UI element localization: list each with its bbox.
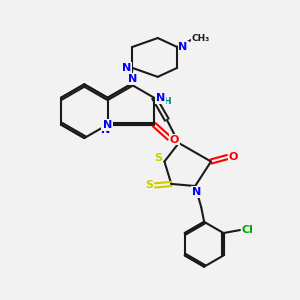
- Text: N: N: [156, 93, 165, 103]
- Text: S: S: [154, 153, 162, 163]
- Text: N: N: [101, 125, 111, 135]
- Text: N: N: [192, 187, 201, 197]
- Text: Cl: Cl: [242, 225, 254, 235]
- Text: H: H: [163, 97, 171, 106]
- Text: S: S: [145, 180, 153, 190]
- Text: O: O: [170, 134, 179, 145]
- Text: N: N: [103, 120, 112, 130]
- Text: N: N: [178, 42, 188, 52]
- Text: N: N: [128, 74, 137, 84]
- Text: O: O: [229, 152, 238, 162]
- Text: CH₃: CH₃: [192, 34, 210, 43]
- Text: N: N: [122, 63, 131, 73]
